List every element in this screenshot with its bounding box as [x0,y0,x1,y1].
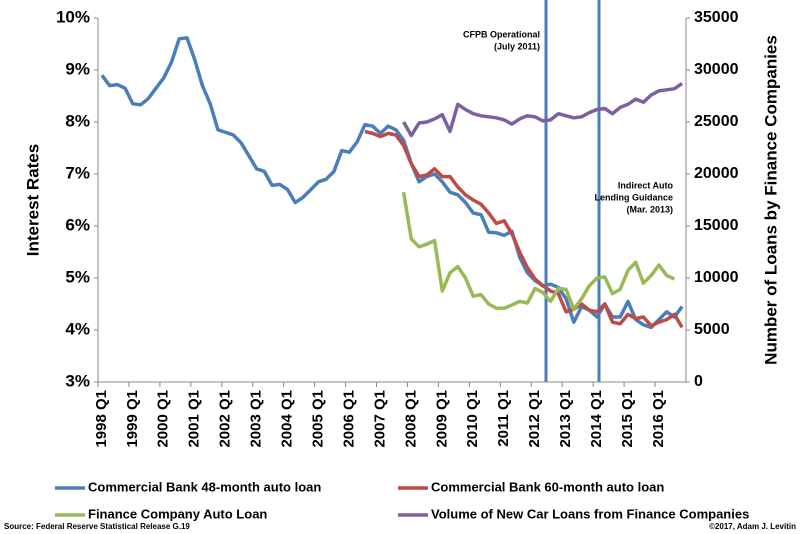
x-tick-label: 2015 Q1 [619,390,636,448]
y-tick-label: 10% [56,7,90,26]
x-tick-label: 2009 Q1 [433,390,450,448]
y2-tick-label: 20000 [694,165,739,182]
legend-label: Commercial Bank 60-month auto loan [431,479,664,494]
x-tick-label: 1999 Q1 [124,390,141,448]
x-tick-label: 2004 Q1 [279,390,296,448]
y2-tick-label: 15000 [694,217,739,234]
x-tick-label: 2003 Q1 [248,390,265,448]
y-tick-label: 4% [65,319,90,338]
x-tick-label: 2005 Q1 [309,390,326,448]
x-tick-label: 2011 Q1 [495,390,512,447]
annotation: Indirect Auto [618,180,674,190]
y-axis-label: Interest Rates [23,144,42,256]
x-tick-label: 2002 Q1 [217,390,234,448]
source: Source: Federal Reserve Statistical Rele… [4,522,190,531]
series-line [402,82,684,138]
y-tick-label: 7% [65,163,90,182]
credit: ©2017, Adam J. Levitin [709,522,796,531]
x-tick-label: 2013 Q1 [557,390,574,448]
legend-label: Finance Company Auto Loan [88,506,267,521]
x-tick-label: 2007 Q1 [371,390,388,448]
annotation: (Mar. 2013) [626,204,673,214]
annotation: Lending Guidance [594,192,673,202]
y-tick-label: 3% [65,371,90,390]
y2-tick-label: 30000 [694,61,739,78]
y2-axis-label: Number of Loans by Finance Companies [761,35,780,365]
x-tick-label: 2016 Q1 [650,390,667,448]
annotation: CFPB Operational [463,29,540,39]
x-tick-label: 2006 Q1 [340,390,357,448]
x-tick-label: 2008 Q1 [402,390,419,448]
x-tick-label: 2010 Q1 [464,390,481,448]
x-tick-label: 2012 Q1 [526,390,543,448]
series-line [364,129,684,329]
y2-tick-label: 10000 [694,269,739,286]
y2-tick-label: 25000 [694,113,739,130]
y-tick-label: 6% [65,215,90,234]
y-tick-label: 5% [65,267,90,286]
y-tick-label: 9% [65,59,90,78]
annotation: (July 2011) [494,41,540,51]
x-tick-label: 1998 Q1 [93,390,110,448]
x-tick-label: 2014 Q1 [588,390,605,448]
legend-label: Volume of New Car Loans from Finance Com… [431,506,749,521]
y-tick-label: 8% [65,111,90,130]
y2-tick-label: 0 [694,373,703,390]
y2-tick-label: 35000 [694,9,739,26]
series-line [100,36,684,330]
y2-tick-label: 5000 [694,321,730,338]
legend-label: Commercial Bank 48-month auto loan [88,479,321,494]
series-line [401,191,676,311]
x-tick-label: 2000 Q1 [155,390,172,448]
x-tick-label: 2001 Q1 [186,390,203,448]
